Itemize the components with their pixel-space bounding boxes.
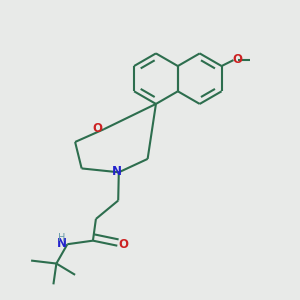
Text: H: H — [58, 233, 66, 243]
Text: N: N — [111, 165, 122, 178]
Text: O: O — [92, 122, 102, 135]
Text: O: O — [232, 53, 242, 66]
Text: N: N — [57, 237, 67, 250]
Text: O: O — [118, 238, 128, 251]
